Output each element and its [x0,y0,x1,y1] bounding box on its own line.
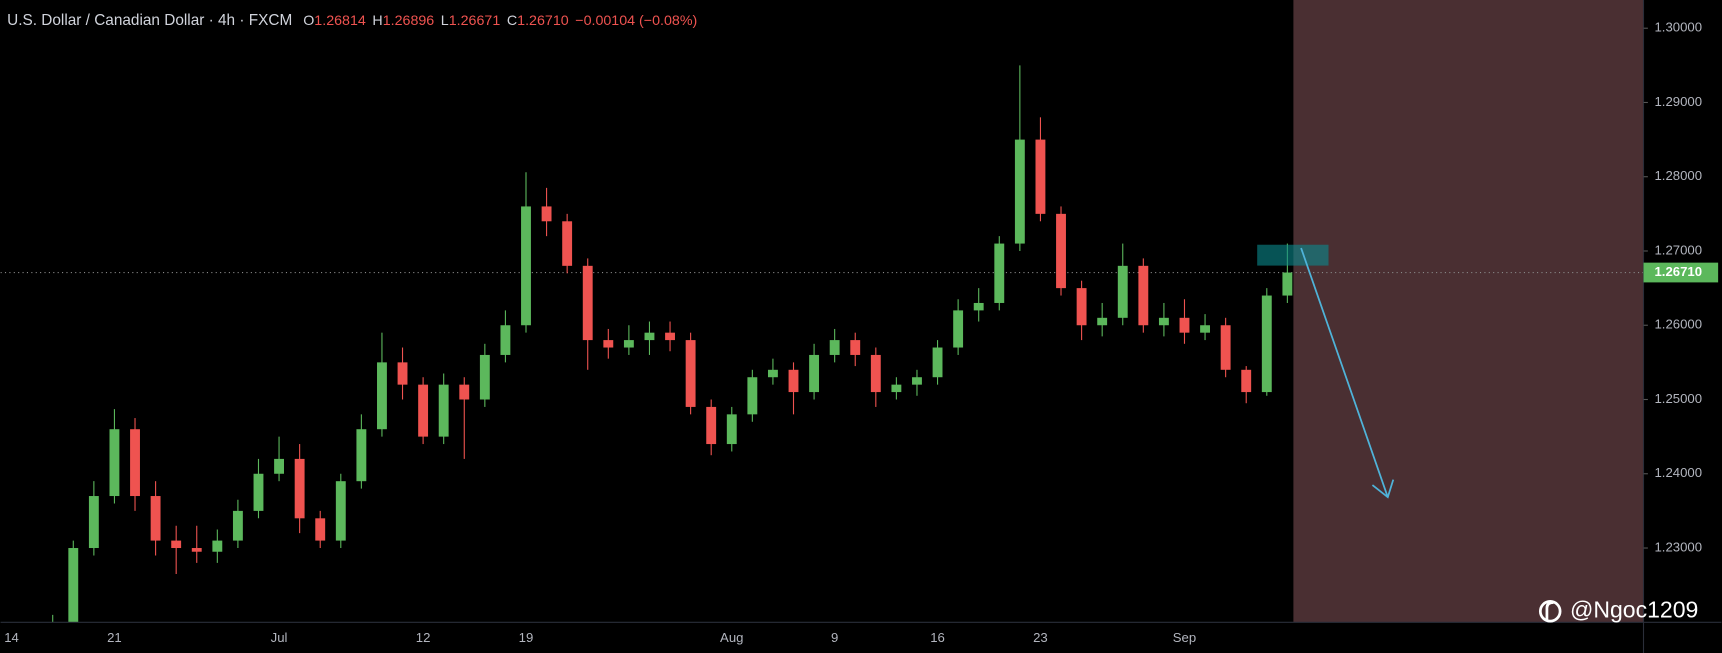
y-tick-label: 1.25000 [1654,391,1702,406]
chart-header: U.S. Dollar / Canadian Dollar · 4h · FXC… [7,12,697,29]
candle-body [644,332,655,341]
candle-body [418,384,429,437]
candle-body [191,548,202,552]
candle-body [809,354,820,393]
candle-body [829,340,840,355]
candle-body [377,362,387,430]
candle-body [356,429,367,482]
candle-body [335,481,346,541]
watermark: @Ngoc1209 [1538,596,1698,623]
title: U.S. Dollar / Canadian Dollar · 4h · FXC… [7,12,292,29]
candle-body [1014,139,1025,244]
candle-body [603,340,614,348]
candle-body [582,265,593,341]
ohlc-label: L [441,13,449,29]
candle-body [130,429,140,497]
change: −0.00104 (−0.08%) [575,13,697,29]
ohlc-label: H [372,13,382,29]
candle-body [253,473,264,511]
x-tick-label: 23 [1033,630,1048,645]
candle-body [994,243,1005,303]
candle-body [973,302,984,311]
candle-body [1076,288,1087,326]
candle-body [274,458,285,474]
candle-body [109,429,120,497]
candle-body [623,340,634,348]
plot-area [0,65,1644,623]
candle-body [232,510,243,541]
last-price-box [1643,262,1719,283]
y-tick-label: 1.28000 [1654,168,1702,183]
candle-body [562,221,573,266]
x-tick-label: 9 [831,630,838,645]
forecast-arrow [1300,247,1395,499]
candle-body [500,325,511,355]
y-tick-label: 1.27000 [1654,242,1702,257]
x-tick-label: Aug [720,630,743,645]
candle-body [870,354,881,393]
candle-body [1138,265,1149,326]
candle-body [1035,139,1046,214]
candle-body [459,384,470,400]
candle-body [1282,272,1293,296]
candle-body [521,206,531,326]
x-tick-label: Jul [271,630,288,645]
candle-body [397,362,408,385]
ohlc-value: 1.26896 [383,13,435,29]
candle-body [541,206,552,222]
candle-body [932,347,943,378]
x-tick-label: 19 [519,630,534,645]
candle-body [685,340,696,407]
candle-body [1056,213,1066,289]
candle-body [706,406,717,445]
candle-body [726,414,737,445]
candle-body [315,518,326,541]
candle-body [88,496,99,549]
resistance-box [1257,244,1329,266]
y-tick-label: 1.29000 [1654,94,1702,109]
candle-body [150,496,161,541]
projection-zone [1293,0,1644,623]
candle-body [1261,295,1272,393]
candle-body [788,369,799,393]
ohlc-value: 1.26710 [517,13,569,29]
y-tick-label: 1.30000 [1654,20,1702,35]
last-price-label: 1.26710 [1654,264,1702,279]
candle-body [438,384,449,437]
x-tick-label: Sep [1173,630,1196,645]
y-tick-label: 1.24000 [1654,465,1702,480]
candle-body [479,354,490,400]
x-tick-label: 21 [107,630,122,645]
candle-body [1097,317,1108,326]
x-tick-label: 12 [416,630,431,645]
y-tick-label: 1.23000 [1654,539,1702,554]
candle-body [1158,317,1169,326]
candle-body [1241,369,1252,393]
candle-body [1200,325,1210,333]
x-tick-label: 14 [4,630,19,645]
candle-body [68,548,79,623]
x-tick-label: 16 [930,630,945,645]
y-tick-label: 1.26000 [1654,317,1702,332]
candle-body [665,332,675,341]
ohlc-value: 1.26814 [314,13,366,29]
candle-body [1220,325,1231,370]
candle-body [891,384,902,393]
candle-body [747,377,758,415]
candle-body [212,540,223,552]
ohlc-label: O [303,13,314,29]
watermark-text: @Ngoc1209 [1570,596,1698,622]
candle-body [171,540,182,549]
candle-body [294,458,305,519]
ohlc-value: 1.26671 [449,13,501,29]
candle-body [1117,265,1128,318]
candle-body [767,369,778,378]
candle-body [953,310,964,348]
candle-body [912,377,922,385]
candle-body [850,340,861,355]
ohlc-label: C [507,13,517,29]
candle-body [1179,317,1190,333]
